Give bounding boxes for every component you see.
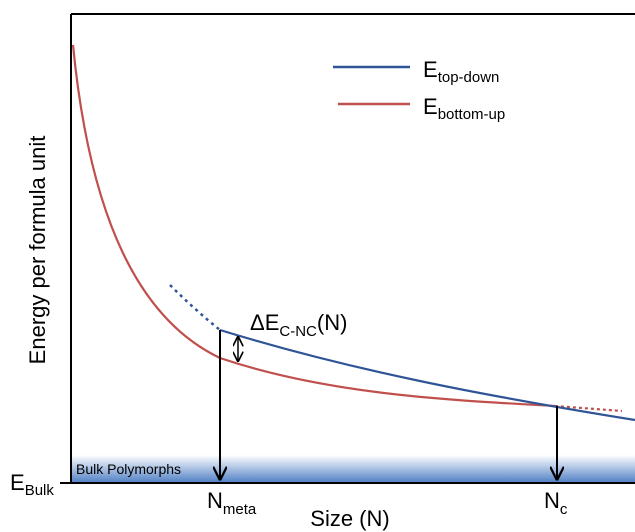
symbol: N xyxy=(207,488,223,513)
bottom-up-extension xyxy=(554,404,623,413)
legend-label: Ebottom-up xyxy=(423,94,505,123)
subscript: C-NC xyxy=(279,323,317,340)
subscript: c xyxy=(560,501,568,518)
symbol: E xyxy=(423,94,438,119)
suffix: (N) xyxy=(317,310,348,335)
subscript: meta xyxy=(223,501,257,518)
top-down-extension xyxy=(169,284,221,331)
bulk-label: EBulk xyxy=(10,470,54,499)
subscript: bottom-up xyxy=(438,106,506,123)
bulk-band xyxy=(71,455,635,483)
frame xyxy=(70,13,635,484)
subscript: top-down xyxy=(438,69,500,86)
top-down-curve xyxy=(219,328,635,422)
x-label: Nc xyxy=(544,488,568,518)
bottom-up-curve xyxy=(71,44,556,408)
symbol: E xyxy=(423,57,438,82)
legend-label: Etop-down xyxy=(423,57,499,86)
subscript: Bulk xyxy=(25,482,55,499)
symbol: E xyxy=(10,470,25,495)
annotation: ΔEC-NC(N) xyxy=(250,310,347,340)
symbol: N xyxy=(544,488,560,513)
y-axis-title: Energy per formula unit xyxy=(25,136,50,365)
band-label: Bulk Polymorphs xyxy=(76,461,181,477)
symbol: ΔE xyxy=(250,310,279,335)
x-label: Nmeta xyxy=(207,488,257,518)
x-axis-title: Size (N) xyxy=(310,506,389,531)
